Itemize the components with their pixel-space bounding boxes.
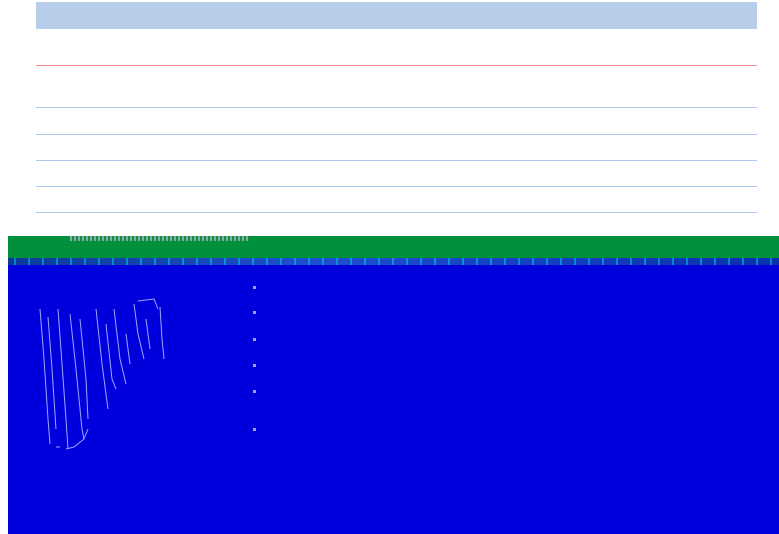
line-rule	[36, 160, 757, 161]
header-bar	[36, 2, 757, 29]
blue-panel	[8, 265, 779, 534]
line-rule	[36, 212, 757, 213]
distorted-glyph-icon	[39, 298, 165, 450]
green-band	[8, 236, 779, 258]
line-rule	[36, 134, 757, 135]
line-rule	[36, 186, 757, 187]
speckle-strip	[70, 236, 250, 241]
marker-dot-icon	[253, 311, 256, 314]
marker-dot-icon	[253, 364, 256, 367]
line-rule	[36, 107, 757, 108]
marker-dot-icon	[253, 428, 256, 431]
marker-dot-icon	[253, 286, 256, 289]
marker-dot-icon	[253, 390, 256, 393]
noise-strip	[8, 258, 779, 265]
marker-dot-icon	[253, 338, 256, 341]
accent-rule	[36, 65, 757, 66]
